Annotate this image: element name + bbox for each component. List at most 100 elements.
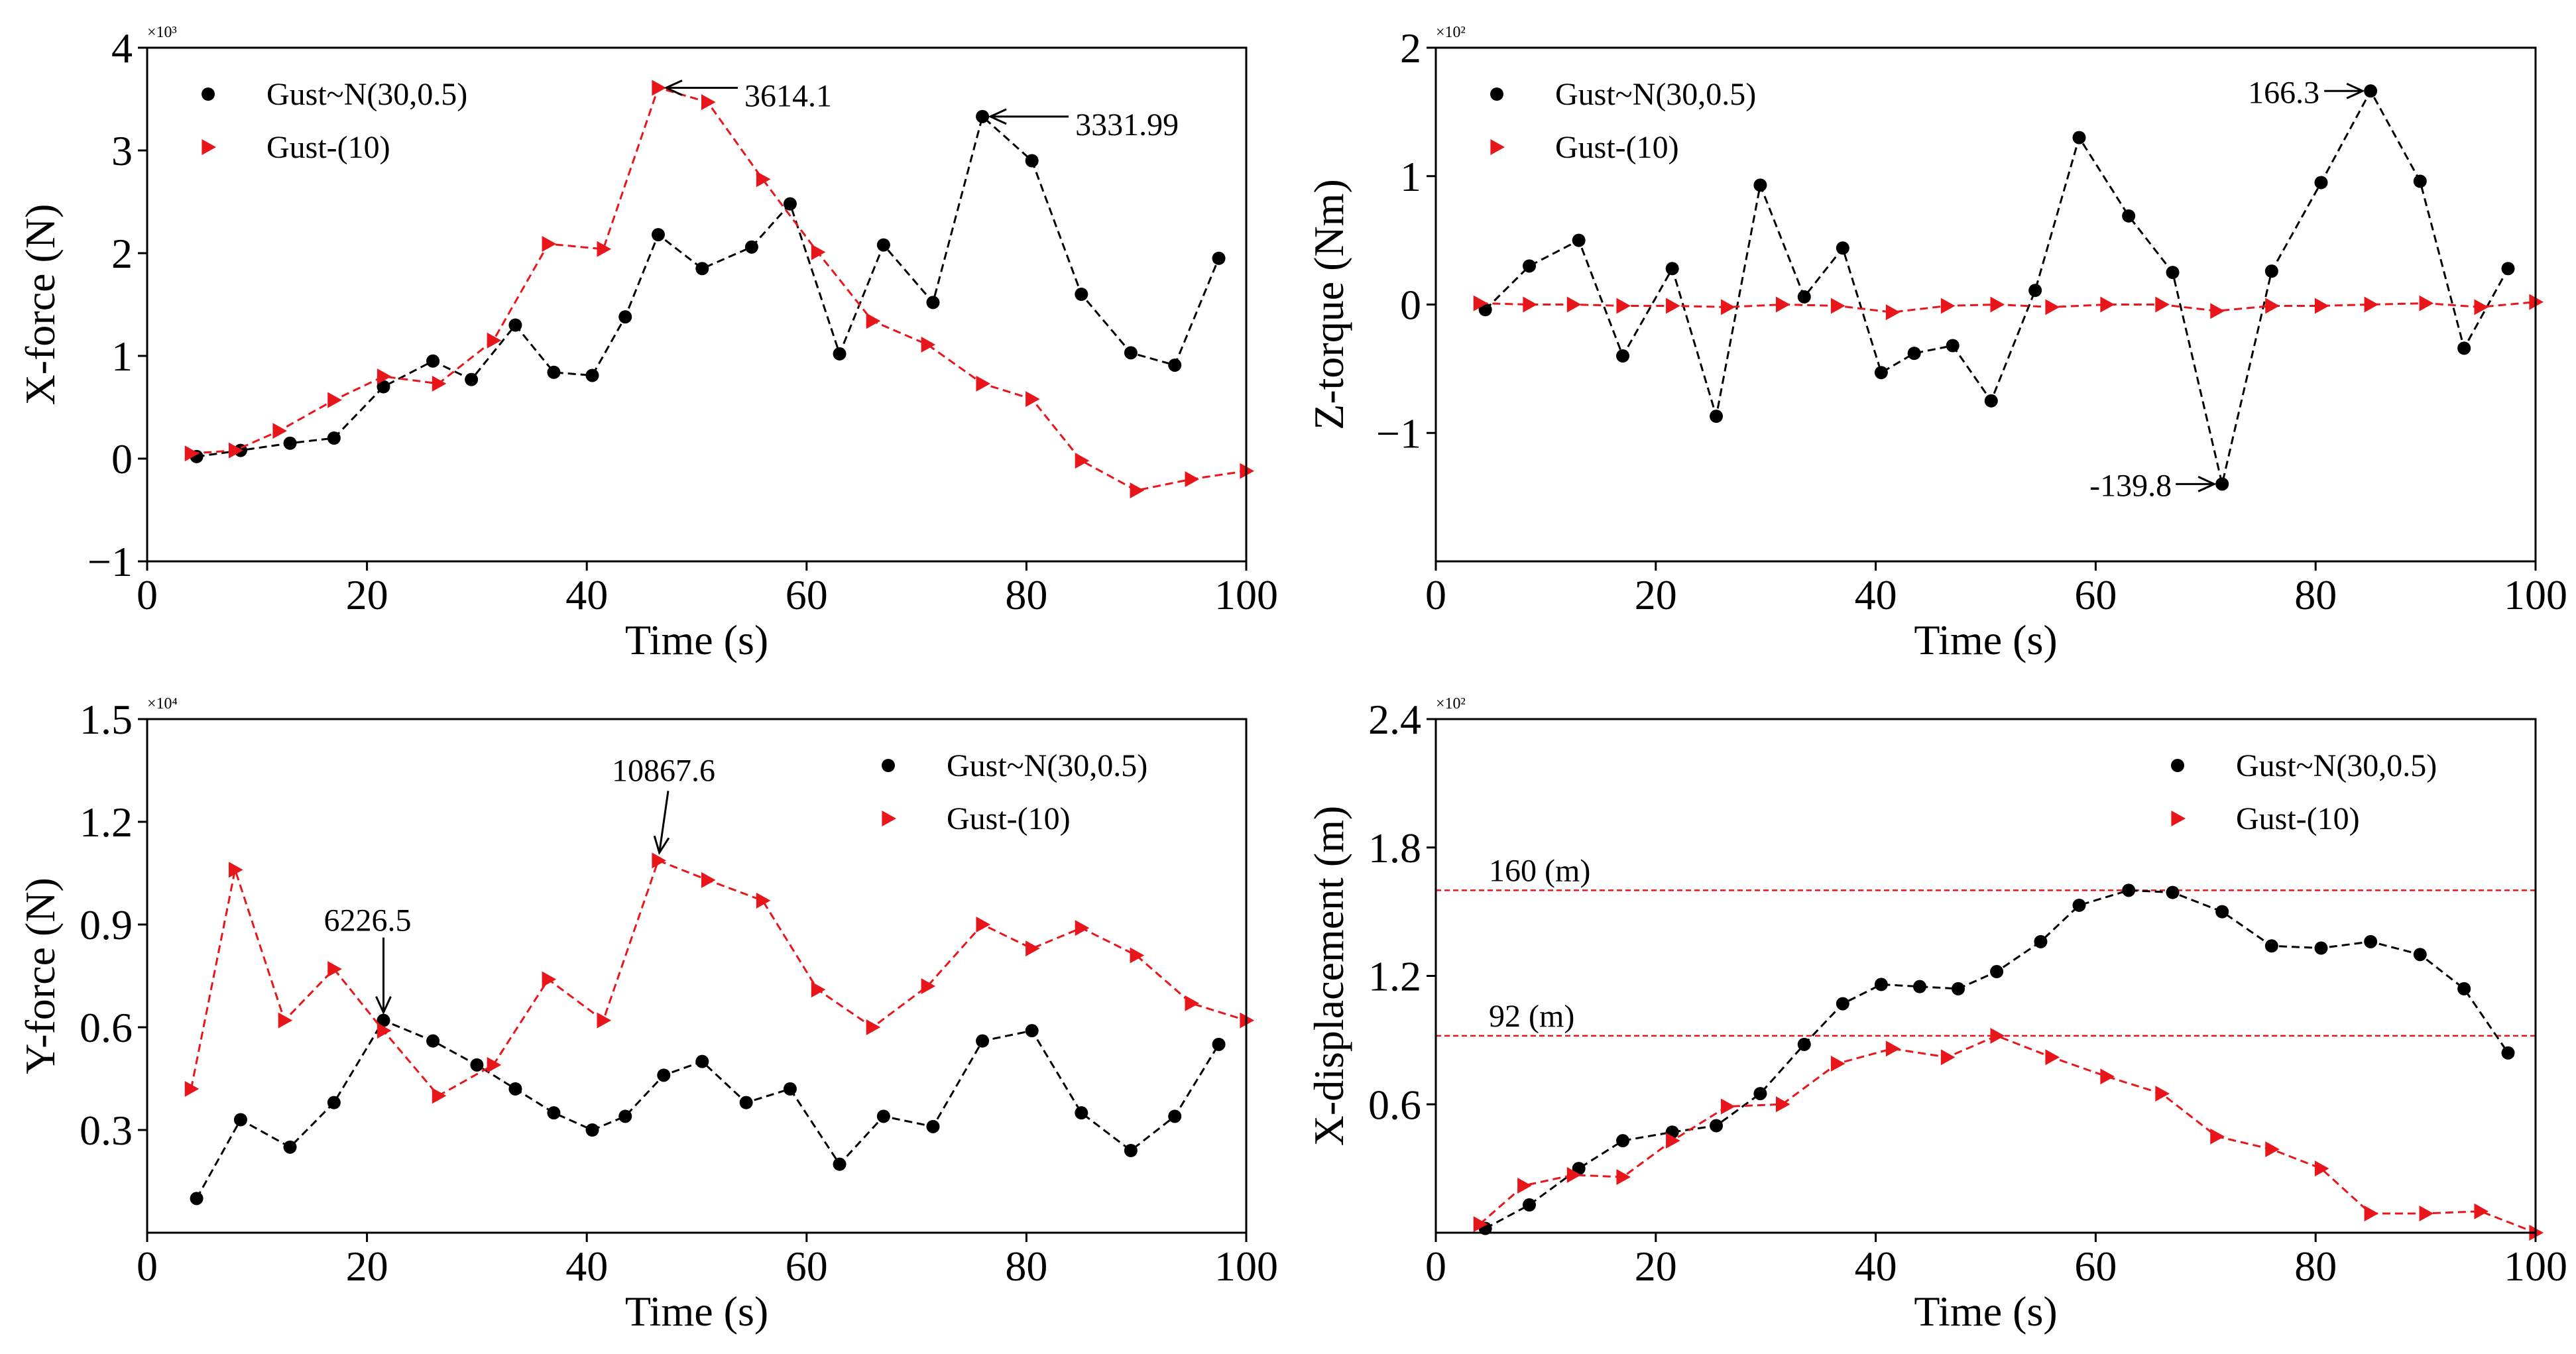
data-point xyxy=(2265,1141,2280,1157)
data-point xyxy=(2474,1204,2488,1219)
data-point xyxy=(1941,298,1956,313)
data-point xyxy=(1666,298,1680,313)
data-point xyxy=(2420,1206,2434,1221)
x-axis-label: Time (s) xyxy=(1914,1288,2057,1335)
plot-frame xyxy=(147,719,1246,1233)
data-point xyxy=(2073,899,2086,912)
data-point xyxy=(1990,1028,2005,1044)
y-tick-label: 1 xyxy=(111,333,133,380)
data-point xyxy=(547,1106,560,1119)
y-tick-label: −1 xyxy=(1376,410,1421,457)
data-point xyxy=(756,893,771,909)
data-point xyxy=(1776,1096,1790,1112)
data-point xyxy=(1130,482,1145,498)
data-point xyxy=(2265,298,2280,313)
data-point xyxy=(2034,935,2047,948)
y-tick-label: 0 xyxy=(1400,282,1421,329)
data-point xyxy=(1875,366,1888,379)
reference-line-label: 160 (m) xyxy=(1489,853,1590,888)
data-point xyxy=(1185,471,1200,487)
x-tick-label: 40 xyxy=(1855,571,1897,618)
data-point xyxy=(2365,297,2379,313)
axis-multiplier: ×10² xyxy=(1436,24,1466,41)
data-point xyxy=(426,355,439,368)
legend-marker xyxy=(882,811,896,826)
series-line xyxy=(1480,1036,2536,1233)
data-point xyxy=(1025,1024,1039,1037)
data-point xyxy=(866,313,881,329)
data-point xyxy=(542,972,557,987)
legend-entry: Gust~N(30,0.5) xyxy=(266,77,467,112)
data-point xyxy=(1836,241,1849,254)
data-point xyxy=(926,1120,939,1133)
data-point xyxy=(1616,349,1629,363)
series-line xyxy=(191,860,1246,1096)
legend-marker xyxy=(202,87,215,101)
data-point xyxy=(1831,1056,1845,1072)
x-tick-label: 80 xyxy=(2294,1243,2337,1290)
x-tick-label: 20 xyxy=(1635,1243,1677,1290)
data-point xyxy=(2502,262,2515,275)
annotation-label: -139.8 xyxy=(2089,468,2172,503)
data-point xyxy=(2045,1049,2060,1065)
data-point xyxy=(1831,298,1845,313)
y-tick-label: 2.4 xyxy=(1368,696,1421,743)
y-tick-label: 0 xyxy=(111,435,133,482)
data-point xyxy=(976,110,989,123)
data-point xyxy=(811,982,826,997)
annotation-label: 3614.1 xyxy=(744,78,832,113)
figure: 0 20 40 60 80 100−101234 ×10³Time (s)X-force (… xyxy=(0,0,2576,1354)
legend-entry: Gust-(10) xyxy=(947,801,1071,836)
data-point xyxy=(1721,299,1735,315)
data-point xyxy=(833,347,847,361)
x-tick-label: 100 xyxy=(2504,1243,2567,1290)
data-point xyxy=(327,392,342,408)
legend-entry: Gust-(10) xyxy=(266,130,390,165)
data-point xyxy=(1572,234,1586,247)
data-point xyxy=(1753,1087,1767,1100)
data-point xyxy=(2073,131,2086,144)
axis-multiplier: ×10³ xyxy=(147,24,177,41)
data-point xyxy=(426,1035,439,1048)
data-point xyxy=(1875,978,1888,991)
y-tick-label: 4 xyxy=(111,25,133,72)
y-tick-label: 0.6 xyxy=(80,1004,133,1051)
data-point xyxy=(1941,1049,1956,1065)
data-point xyxy=(1212,252,1226,265)
x-tick-label: 100 xyxy=(2504,571,2567,618)
y-axis-label: Z-torque (Nm) xyxy=(1305,179,1352,430)
data-point xyxy=(2166,886,2180,899)
data-point xyxy=(327,431,341,445)
legend: Gust~N(30,0.5) Gust-(10) xyxy=(202,77,467,165)
data-point xyxy=(811,244,826,260)
y-tick-label: 1.2 xyxy=(1368,953,1421,1000)
data-point xyxy=(1567,297,1582,313)
y-tick-label: 2 xyxy=(1400,25,1421,72)
y-tick-label: 3 xyxy=(111,127,133,174)
annotation-arrow xyxy=(660,791,668,852)
data-point xyxy=(618,1109,632,1123)
x-tick-label: 0 xyxy=(137,571,158,618)
data-point xyxy=(508,1082,522,1096)
annotation-label: 10867.6 xyxy=(612,753,715,788)
data-point xyxy=(284,1141,297,1154)
data-point xyxy=(1776,297,1790,313)
annotation-label: 166.3 xyxy=(2248,75,2319,110)
data-point xyxy=(1025,940,1040,956)
series-line xyxy=(197,1021,1219,1199)
data-point xyxy=(701,94,716,110)
data-point xyxy=(1952,982,1965,995)
data-point xyxy=(1721,1098,1735,1114)
legend-entry: Gust-(10) xyxy=(1555,130,1679,165)
x-tick-label: 80 xyxy=(1005,1243,1047,1290)
data-point xyxy=(1075,920,1090,936)
data-point xyxy=(695,1055,709,1068)
data-point xyxy=(2502,1046,2515,1060)
data-point xyxy=(1075,1106,1088,1119)
data-point xyxy=(2364,84,2377,97)
legend-marker xyxy=(202,139,216,155)
data-point xyxy=(432,1088,447,1103)
data-point xyxy=(1886,304,1901,320)
data-point xyxy=(2215,905,2229,919)
axis-multiplier: ×10² xyxy=(1436,695,1466,712)
